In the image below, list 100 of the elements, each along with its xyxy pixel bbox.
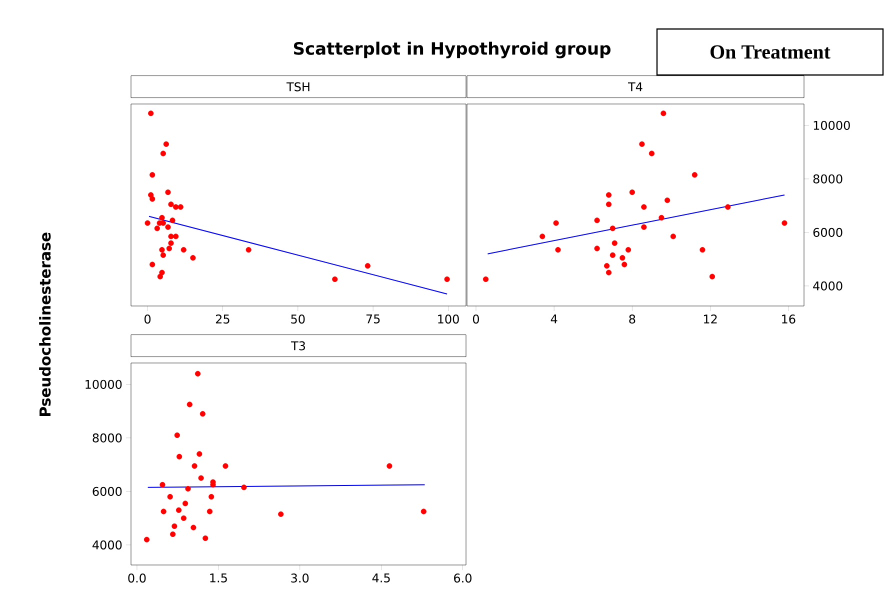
x-tick-label: 4 bbox=[550, 314, 558, 324]
point bbox=[172, 523, 178, 530]
point bbox=[208, 494, 214, 500]
point bbox=[144, 536, 150, 542]
text: On Treatment bbox=[710, 45, 830, 59]
point bbox=[553, 220, 559, 226]
x-tick-label: 0 bbox=[144, 314, 151, 324]
point bbox=[185, 486, 191, 492]
point bbox=[620, 255, 626, 261]
point bbox=[167, 494, 173, 500]
chart-title: T3 bbox=[290, 341, 306, 350]
point bbox=[178, 204, 184, 210]
point bbox=[196, 451, 202, 457]
point bbox=[670, 234, 676, 240]
y-tick-label: 10000 bbox=[814, 120, 850, 130]
point bbox=[594, 218, 600, 224]
point bbox=[160, 482, 166, 488]
y-tick-label: 6000 bbox=[813, 228, 842, 237]
point bbox=[648, 150, 655, 156]
point bbox=[194, 370, 201, 376]
point bbox=[170, 531, 176, 538]
point bbox=[150, 262, 156, 268]
point bbox=[622, 262, 628, 268]
point bbox=[625, 247, 632, 253]
point bbox=[160, 150, 166, 156]
x-tick-label: 0 bbox=[472, 314, 480, 324]
point bbox=[180, 247, 186, 253]
point bbox=[482, 276, 489, 282]
x-tick-label: 50 bbox=[291, 314, 305, 324]
point bbox=[168, 202, 174, 208]
y-tick-label: 8000 bbox=[92, 433, 122, 442]
point bbox=[641, 224, 647, 230]
point bbox=[190, 255, 196, 261]
x-tick-label: 16 bbox=[782, 314, 796, 324]
point bbox=[606, 192, 612, 198]
point bbox=[692, 172, 698, 178]
y-tick-label: 4000 bbox=[813, 281, 842, 290]
point bbox=[658, 214, 664, 221]
y-tick-label: 6000 bbox=[92, 486, 122, 496]
point bbox=[222, 463, 228, 469]
point bbox=[332, 276, 338, 282]
point bbox=[176, 454, 182, 460]
point bbox=[540, 234, 546, 240]
y-tick-label: 8000 bbox=[813, 174, 842, 184]
point bbox=[174, 432, 180, 438]
point bbox=[186, 402, 192, 408]
chart-title: TSH bbox=[286, 82, 310, 92]
text: Scatterplot in Hypothyroid group bbox=[294, 42, 610, 58]
point bbox=[278, 511, 284, 517]
y-tick-label: 10000 bbox=[86, 380, 122, 389]
point bbox=[180, 515, 186, 521]
point bbox=[170, 218, 176, 224]
x-tick-label: 4.5 bbox=[372, 574, 390, 582]
y-tick-label: 4000 bbox=[92, 540, 122, 550]
point bbox=[629, 189, 635, 196]
point bbox=[709, 274, 716, 280]
point bbox=[641, 204, 647, 210]
point bbox=[639, 141, 645, 147]
chart-title: T4 bbox=[628, 82, 642, 92]
x-tick-label: 12 bbox=[704, 314, 717, 324]
point bbox=[173, 204, 179, 210]
x-tick-label: 1.5 bbox=[210, 574, 227, 582]
point bbox=[150, 196, 156, 202]
point bbox=[182, 500, 188, 506]
point bbox=[150, 172, 156, 178]
point bbox=[700, 247, 706, 253]
point bbox=[160, 252, 166, 258]
point bbox=[165, 224, 171, 230]
point bbox=[241, 484, 247, 490]
point bbox=[200, 411, 206, 417]
point bbox=[444, 276, 450, 282]
point bbox=[168, 234, 174, 240]
x-tick-label: 75 bbox=[366, 314, 380, 324]
point bbox=[144, 220, 150, 226]
point bbox=[198, 475, 204, 481]
x-tick-label: 8 bbox=[629, 314, 636, 324]
point bbox=[610, 226, 616, 232]
point bbox=[154, 226, 160, 232]
point bbox=[782, 220, 788, 226]
point bbox=[165, 189, 171, 196]
point bbox=[610, 252, 616, 258]
y-axis-title: Pseudocholinesterase bbox=[39, 232, 51, 416]
point bbox=[206, 508, 213, 514]
point bbox=[606, 270, 612, 276]
point bbox=[160, 508, 166, 514]
point bbox=[173, 234, 179, 240]
point bbox=[246, 247, 252, 253]
point bbox=[555, 247, 561, 253]
x-tick-label: 0.0 bbox=[128, 574, 146, 583]
point bbox=[202, 535, 208, 542]
point bbox=[612, 240, 618, 246]
x-tick-label: 25 bbox=[216, 314, 230, 324]
point bbox=[606, 202, 612, 208]
point bbox=[159, 270, 165, 276]
point bbox=[594, 246, 600, 252]
point bbox=[157, 274, 163, 280]
point bbox=[604, 263, 610, 269]
point bbox=[660, 110, 666, 116]
point bbox=[192, 463, 198, 469]
point bbox=[725, 204, 731, 210]
